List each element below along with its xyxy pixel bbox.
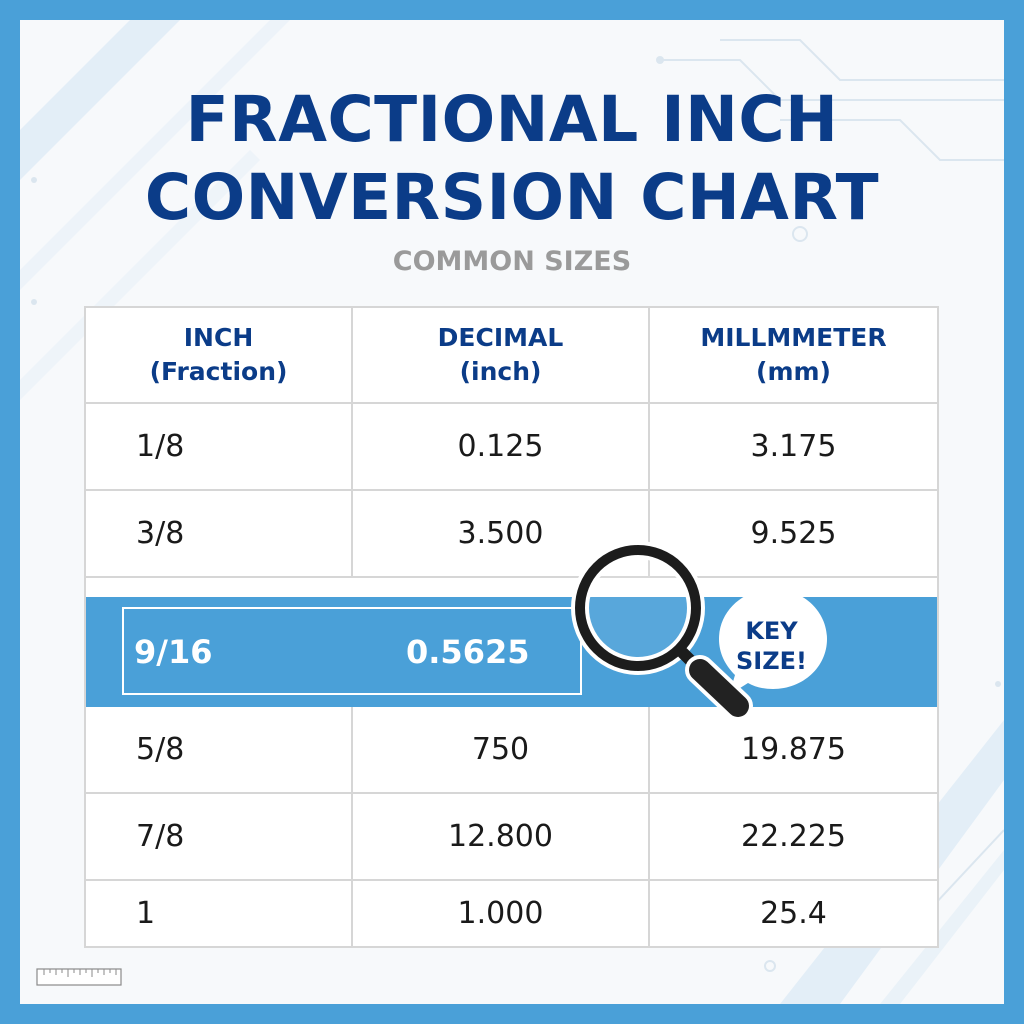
key-size-callout: KEY SIZE!	[715, 598, 828, 694]
header-decimal-line1: DECIMAL	[437, 323, 564, 352]
key-size-bubble	[719, 589, 827, 695]
title-line-1: FRACTIONAL INCH	[185, 83, 839, 156]
table-header-row: INCH (Fraction) DECIMAL (inch) MILLMMETE…	[86, 308, 937, 404]
mm-cell: 9.525	[648, 491, 937, 576]
highlighted-fraction: 9/16	[134, 633, 213, 671]
callout-line1: KEY	[745, 617, 798, 645]
conversion-table: INCH (Fraction) DECIMAL (inch) MILLMMETE…	[84, 306, 939, 948]
mm-cell: 22.225	[648, 794, 937, 879]
magnifier-icon	[571, 541, 753, 721]
fraction-cell: 7/8	[136, 819, 185, 854]
mm-cell: 19.875	[648, 707, 937, 792]
fraction-cell: 5/8	[136, 732, 185, 767]
header-fraction: INCH (Fraction)	[86, 308, 351, 402]
subtitle: COMMON SIZES	[392, 246, 632, 277]
table-row: 1 1.000 25.4	[86, 881, 937, 946]
fraction-cell: 3/8	[136, 516, 185, 551]
decimal-cell: 750	[351, 707, 648, 792]
highlighted-decimal: 0.5625	[406, 633, 530, 671]
table-row: 7/8 12.800 22.225	[86, 794, 937, 881]
table-row: 1/8 0.125 3.175	[86, 404, 937, 491]
decimal-cell: 0.125	[351, 404, 648, 489]
table-row: 5/8 750 19.875	[86, 707, 937, 794]
decimal-cell: 1.000	[351, 881, 648, 946]
table-row: 3/8 3.500 9.525	[86, 491, 937, 578]
header-decimal-line2: (inch)	[459, 357, 542, 386]
decimal-cell: 3.500	[351, 491, 648, 576]
header-fraction-line1: INCH	[183, 323, 254, 352]
header-fraction-line2: (Fraction)	[149, 357, 288, 386]
ruler-icon	[36, 968, 122, 986]
callout-line2: SIZE!	[736, 647, 807, 675]
header-millimeter-line1: MILLMMETER	[700, 323, 887, 352]
fraction-cell: 1	[136, 896, 156, 931]
fraction-cell: 1/8	[136, 429, 185, 464]
highlight-outline	[122, 607, 582, 695]
mm-cell: 3.175	[648, 404, 937, 489]
mm-cell: 25.4	[648, 881, 937, 946]
header-decimal: DECIMAL (inch)	[351, 308, 648, 402]
decimal-cell: 12.800	[351, 794, 648, 879]
title-line-2: CONVERSION CHART	[144, 161, 880, 234]
header-millimeter-line2: (mm)	[756, 357, 831, 386]
header-millimeter: MILLMMETER (mm)	[648, 308, 937, 402]
